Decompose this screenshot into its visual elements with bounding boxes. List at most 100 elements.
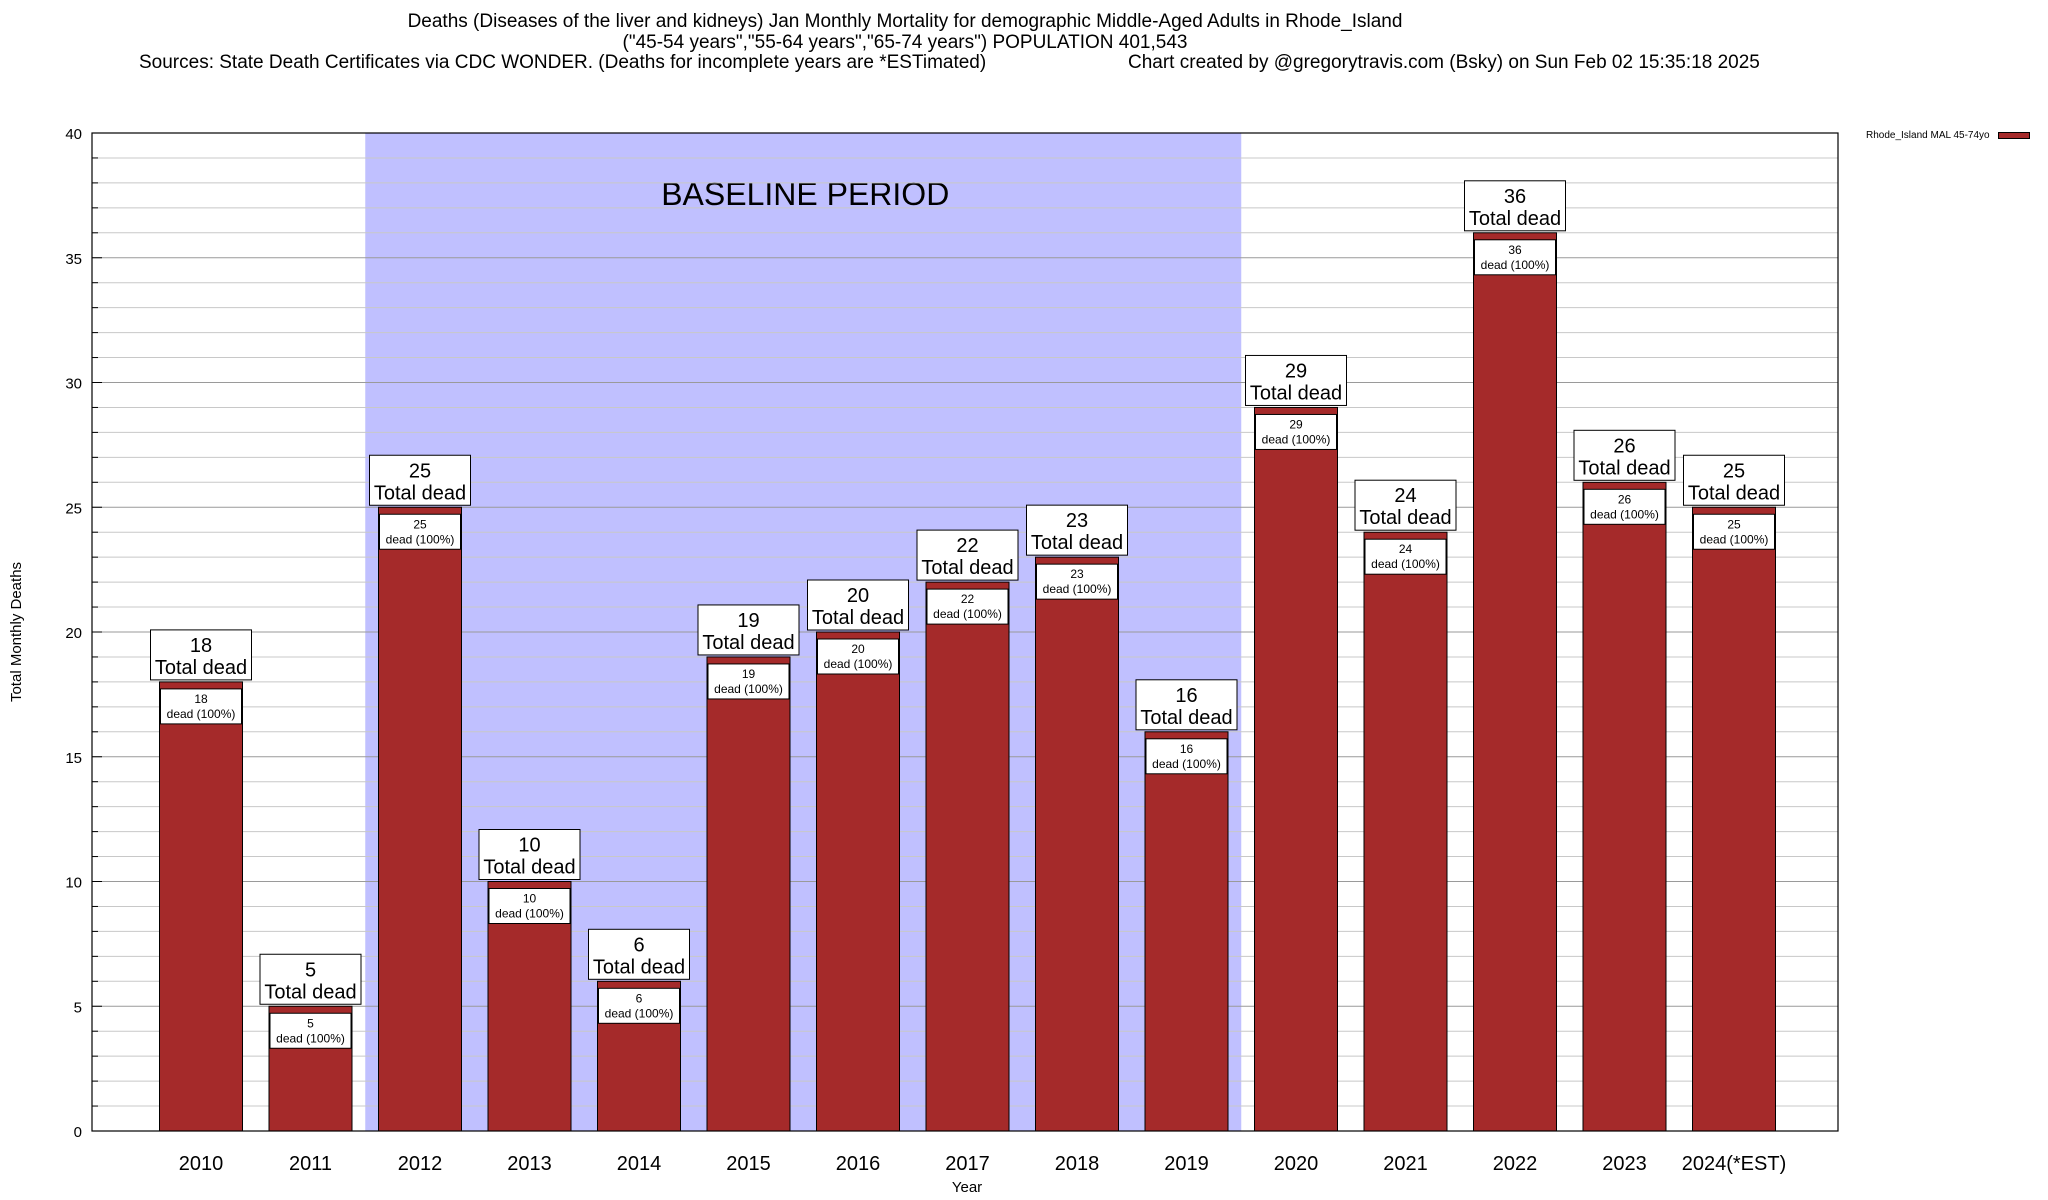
top-total-label: Total dead [374, 482, 466, 504]
top-label-box [1135, 679, 1238, 731]
top-value-label: 20 [847, 585, 869, 607]
y-tick-label: 20 [65, 625, 82, 642]
top-value-label: 25 [409, 460, 431, 482]
x-tick-label: 2020 [1274, 1153, 1319, 1175]
inner-label-box [1364, 538, 1447, 575]
top-label-box [807, 579, 909, 631]
y-tick-label: 35 [65, 251, 82, 268]
inner-value-label: 18 [194, 692, 208, 706]
top-total-label: Total dead [1140, 707, 1232, 729]
bar-2023 [1582, 481, 1667, 1132]
top-value-label: 18 [190, 635, 212, 657]
top-label-box [588, 928, 690, 980]
x-tick-label: 2019 [1164, 1153, 1209, 1175]
inner-label-box [1693, 513, 1775, 550]
inner-label-box [1474, 239, 1556, 276]
bar-2010 [159, 681, 243, 1132]
top-value-label: 36 [1504, 186, 1526, 208]
top-total-label: Total dead [1250, 382, 1342, 404]
top-total-label: Total dead [264, 981, 356, 1003]
inner-value-label: 26 [1618, 492, 1632, 506]
bar-2016 [816, 631, 900, 1132]
inner-label-box [379, 513, 461, 550]
baseline-label: BASELINE PERIOD [661, 176, 949, 212]
legend-swatch [1998, 131, 2031, 139]
inner-percent-label: dead (100%) [824, 657, 893, 671]
y-tick-label: 10 [65, 875, 82, 892]
inner-percent-label: dead (100%) [1043, 582, 1112, 596]
x-tick-label: 2012 [398, 1153, 443, 1175]
bar-2024(*EST) [1692, 506, 1776, 1132]
inner-label-box [160, 688, 242, 725]
inner-label-box [1583, 488, 1666, 525]
inner-percent-label: dead (100%) [276, 1031, 345, 1045]
bar-2020 [1254, 406, 1338, 1132]
inner-value-label: 36 [1508, 243, 1522, 257]
top-label-box [916, 529, 1019, 581]
inner-percent-label: dead (100%) [1700, 532, 1769, 546]
inner-label-box [488, 888, 571, 924]
inner-value-label: 6 [636, 991, 643, 1005]
bar-2019 [1144, 731, 1229, 1132]
top-value-label: 25 [1723, 460, 1745, 482]
y-axis-label: Total Monthly Deaths [8, 562, 25, 702]
top-label-box [697, 604, 800, 656]
top-total-label: Total dead [483, 857, 575, 879]
top-label-box [1026, 504, 1128, 556]
y-tick-label: 0 [74, 1124, 82, 1141]
x-tick-label: 2023 [1602, 1153, 1647, 1175]
top-label-box [1354, 479, 1457, 531]
inner-percent-label: dead (100%) [1481, 258, 1550, 272]
inner-value-label: 24 [1399, 542, 1413, 556]
top-total-label: Total dead [1359, 507, 1451, 529]
inner-percent-label: dead (100%) [1371, 557, 1440, 571]
top-value-label: 22 [956, 535, 978, 557]
x-tick-label: 2017 [945, 1153, 990, 1175]
top-value-label: 5 [305, 959, 316, 981]
inner-percent-label: dead (100%) [495, 907, 564, 921]
inner-label-box [1255, 413, 1337, 450]
inner-label-box [817, 638, 899, 675]
x-tick-label: 2022 [1493, 1153, 1538, 1175]
y-tick-label: 30 [65, 376, 82, 393]
top-total-label: Total dead [812, 607, 904, 629]
chart-sources: Sources: State Death Certificates via CD… [139, 52, 987, 73]
top-value-label: 6 [633, 934, 644, 956]
bar-2012 [378, 506, 462, 1132]
x-tick-label: 2013 [507, 1153, 552, 1175]
top-value-label: 10 [518, 835, 540, 857]
top-label-box [1464, 180, 1566, 232]
bar-2018 [1035, 556, 1119, 1132]
top-value-label: 24 [1394, 485, 1416, 507]
inner-label-box [707, 663, 790, 700]
inner-label-box [926, 588, 1009, 625]
inner-percent-label: dead (100%) [714, 682, 783, 696]
top-label-box [1683, 454, 1785, 506]
inner-label-box [269, 1012, 352, 1049]
bar-2015 [706, 656, 791, 1132]
inner-percent-label: dead (100%) [386, 532, 455, 546]
top-value-label: 29 [1285, 360, 1307, 382]
top-total-label: Total dead [1469, 208, 1561, 230]
y-tick-label: 5 [74, 999, 82, 1016]
chart-title: Deaths (Diseases of the liver and kidney… [407, 11, 1403, 32]
top-value-label: 16 [1175, 685, 1197, 707]
inner-value-label: 25 [413, 517, 427, 531]
top-value-label: 19 [737, 610, 759, 632]
inner-label-box [1145, 738, 1228, 775]
bar-2021 [1363, 531, 1448, 1132]
top-value-label: 26 [1613, 435, 1635, 457]
inner-label-box [1036, 563, 1118, 600]
top-label-box [259, 953, 362, 1005]
inner-label-box [598, 987, 680, 1024]
bar-2022 [1473, 232, 1557, 1132]
top-total-label: Total dead [593, 956, 685, 978]
top-total-label: Total dead [1688, 482, 1780, 504]
x-tick-label: 2014 [617, 1153, 662, 1175]
inner-value-label: 25 [1727, 517, 1741, 531]
chart-credit: Chart created by @gregorytravis.com (Bsk… [1128, 52, 1760, 73]
inner-percent-label: dead (100%) [1262, 432, 1331, 446]
top-label-box [1573, 429, 1676, 481]
plot-frame [91, 132, 1839, 1132]
